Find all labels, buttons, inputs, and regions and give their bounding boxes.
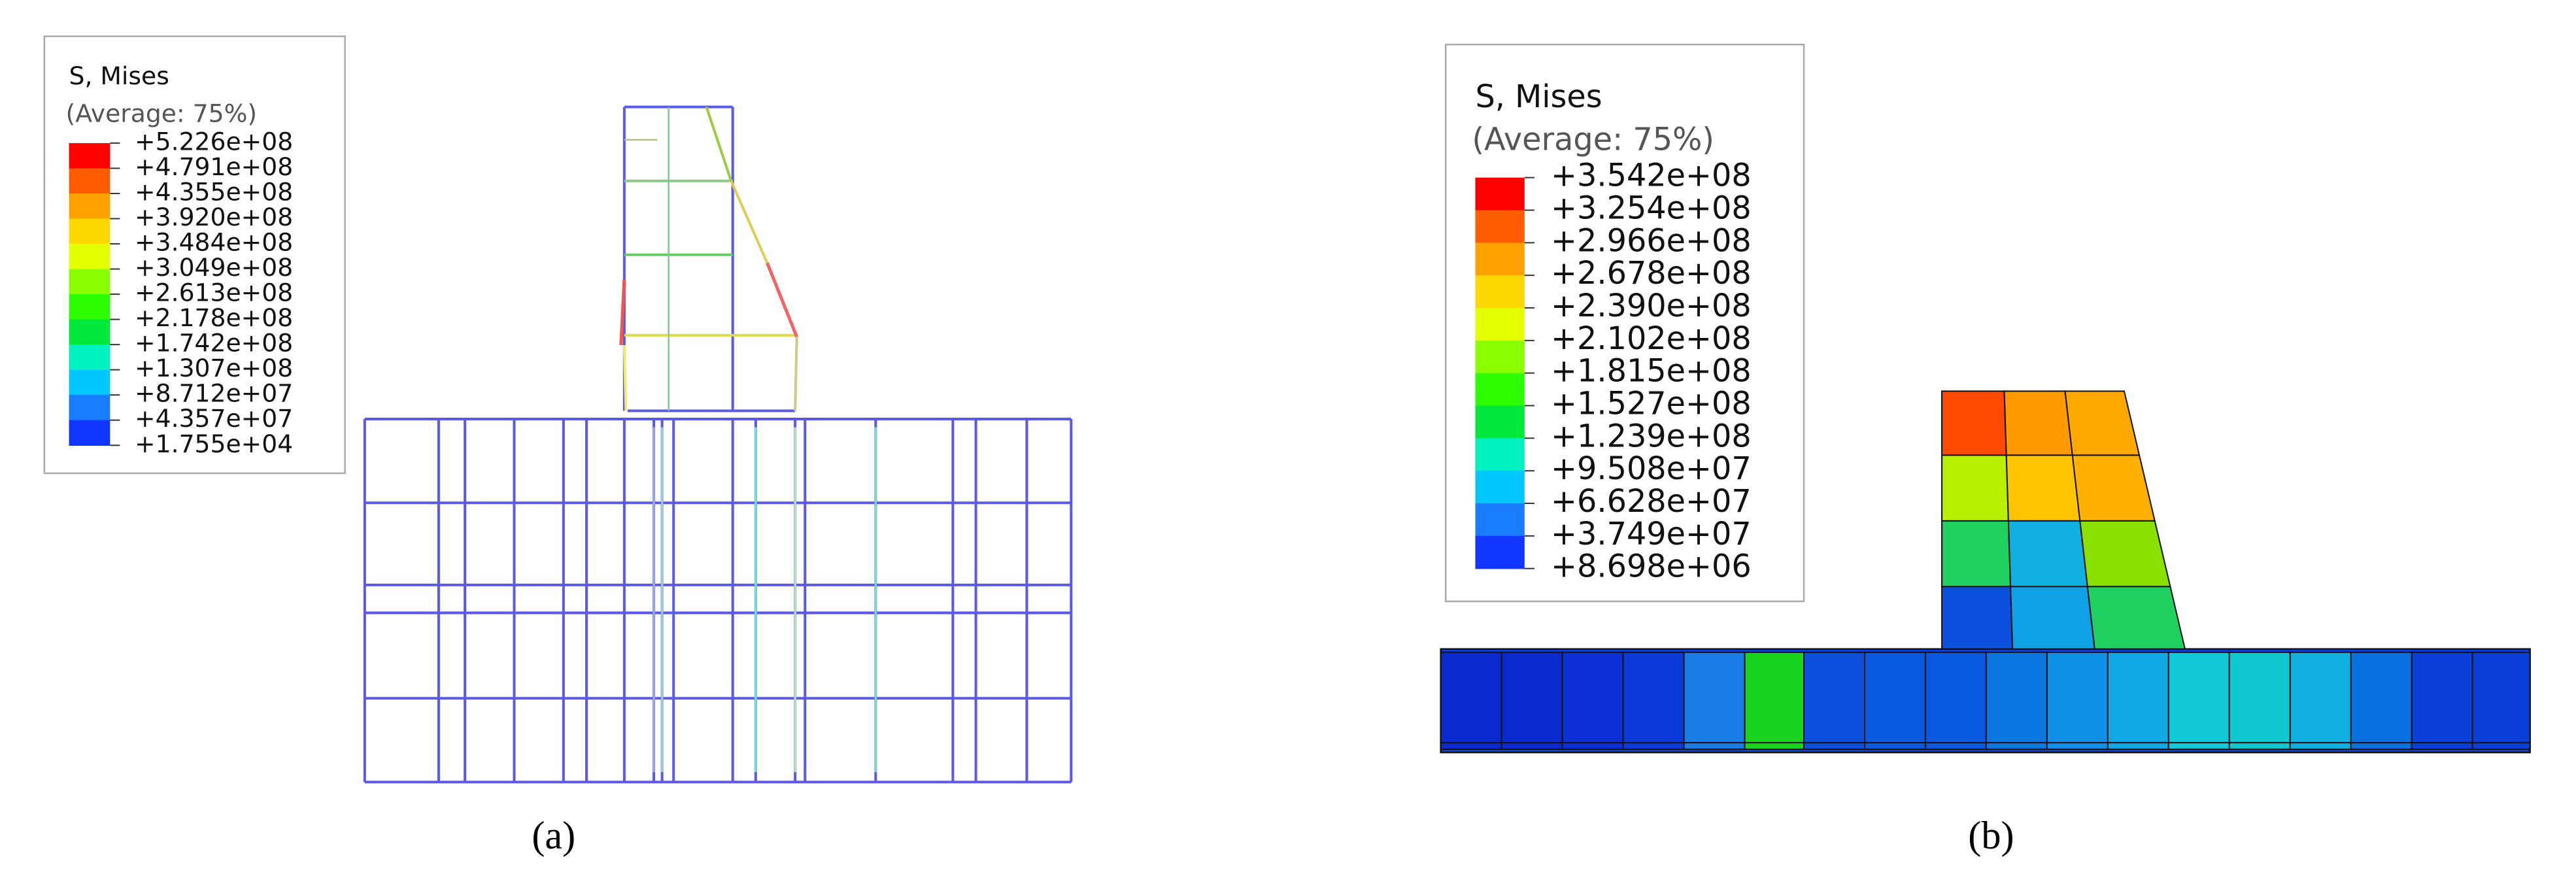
caption: (a) [532, 814, 575, 858]
legend-label: +1.815e+08 [1551, 354, 1752, 390]
legend-swatch [69, 319, 110, 345]
contour-cell [1941, 520, 2012, 588]
contour-cell [2064, 390, 2141, 456]
legend-label: +2.678e+08 [1551, 256, 1752, 292]
legend-label: +2.613e+08 [135, 278, 293, 307]
legend-label: +4.357e+07 [135, 404, 293, 433]
legend-label: +1.527e+08 [1551, 386, 1752, 422]
panel-a: S, Mises (Average: 75%)+5.226e+08+4.791e+… [43, 35, 1073, 784]
legend-label: +8.712e+07 [135, 379, 293, 408]
legend-label: +2.966e+08 [1551, 223, 1752, 259]
legend-label: +3.049e+08 [135, 253, 293, 282]
legend-label: +4.791e+08 [135, 152, 293, 181]
contour-cell [1941, 586, 2014, 650]
legend-swatch [69, 269, 110, 295]
contour-cell [2005, 454, 2081, 522]
legend-label: +2.390e+08 [1551, 288, 1752, 324]
contour-cell [1924, 651, 1987, 750]
legend-swatch [1475, 438, 1525, 471]
legend-label: +1.307e+08 [135, 354, 293, 382]
contour-cell [1744, 651, 1805, 750]
contour-cell [1985, 651, 2048, 750]
mesh-edge [705, 106, 733, 182]
contour-cell [2411, 651, 2473, 750]
mesh-edge [794, 337, 798, 411]
legend-swatch [69, 218, 110, 244]
legend-label: +6.628e+07 [1551, 484, 1752, 520]
legend-swatch [1475, 308, 1525, 341]
legend-swatch [1475, 503, 1525, 537]
contour-cell [2046, 651, 2109, 750]
legend-swatch [69, 344, 110, 371]
mesh-edge [766, 262, 799, 338]
contour-cell [2003, 390, 2073, 456]
legend-label: +8.698e+06 [1551, 549, 1752, 585]
caption: (b) [1968, 814, 2014, 858]
contour-cell [1622, 651, 1685, 750]
legend-label: +3.254e+08 [1551, 191, 1752, 227]
legend-swatch [69, 395, 110, 421]
legend-swatch [1475, 373, 1525, 407]
legend-label: +2.102e+08 [1551, 321, 1752, 357]
legend: S, Mises (Average: 75%)+3.542e+08+3.254e+… [1444, 43, 1805, 603]
legend-title: S, Mises [1475, 79, 1602, 115]
contour-cell [1500, 651, 1563, 750]
panel-b: S, Mises (Average: 75%)+3.542e+08+3.254e+… [1440, 43, 2531, 754]
contour-cell [1941, 390, 2007, 456]
legend-swatch [1475, 535, 1525, 569]
legend-label: +1.239e+08 [1551, 418, 1752, 454]
legend: S, Mises (Average: 75%)+5.226e+08+4.791e+… [43, 35, 346, 475]
contour-cell [2107, 651, 2169, 750]
legend-swatch [69, 294, 110, 320]
legend-subtitle: (Average: 75%) [66, 99, 258, 128]
legend-swatch [69, 168, 110, 194]
mesh-edge [730, 180, 769, 264]
mesh-edge [622, 344, 628, 411]
legend-label: +3.542e+08 [1551, 158, 1752, 194]
contour-cell [2228, 651, 2291, 750]
contour-cell [1561, 651, 1624, 750]
contour-cell [2289, 651, 2352, 750]
legend-swatch [1475, 210, 1525, 244]
legend-swatch [1475, 340, 1525, 374]
contour-cell [2167, 651, 2230, 750]
legend-label: +3.749e+07 [1551, 516, 1752, 552]
contour-cell [2007, 520, 2088, 588]
contour-cell [2071, 454, 2156, 522]
legend-label: +5.226e+08 [135, 127, 293, 156]
legend-swatch [69, 244, 110, 270]
legend-swatch [69, 143, 110, 169]
legend-label: +2.178e+08 [135, 303, 293, 332]
legend-swatch [1475, 177, 1525, 211]
contour-cell [2079, 520, 2171, 588]
legend-label: +3.920e+08 [135, 203, 293, 231]
contour-cell [1803, 651, 1865, 750]
legend-title: S, Mises [69, 61, 169, 90]
contour-cell [1863, 651, 1926, 750]
legend-label: +4.355e+08 [135, 177, 293, 206]
legend-swatch [69, 369, 110, 395]
contour-cell [1683, 651, 1746, 750]
legend-swatch [69, 420, 110, 446]
legend-swatch [1475, 275, 1525, 309]
legend-swatch [1475, 471, 1525, 504]
legend-swatch [1475, 243, 1525, 276]
legend-label: +1.755e+04 [135, 429, 293, 458]
contour-cell [2010, 586, 2095, 650]
legend-swatch [69, 193, 110, 220]
legend-label: +1.742e+08 [135, 329, 293, 358]
contour-cell [2086, 586, 2186, 650]
legend-label: +3.484e+08 [135, 228, 293, 257]
legend-subtitle: (Average: 75%) [1472, 122, 1714, 158]
mesh-edge [619, 279, 626, 346]
contour-cell [2471, 651, 2531, 750]
legend-swatch [1475, 405, 1525, 439]
contour-cell [1941, 454, 2009, 522]
contour-cell [2350, 651, 2413, 750]
contour-cell [1440, 651, 1502, 750]
legend-label: +9.508e+07 [1551, 451, 1752, 487]
